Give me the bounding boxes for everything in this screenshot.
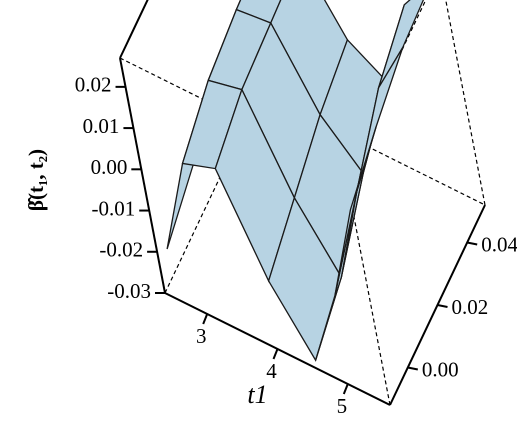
- y-tick: [437, 304, 448, 308]
- box-edge: [119, 57, 166, 294]
- x-tick: [272, 348, 279, 360]
- z-tick-label: -0.02: [99, 238, 143, 262]
- z-tick-label: -0.01: [91, 196, 135, 220]
- box-edge: [119, 0, 149, 59]
- axes: -0.03 -0.02 -0.01 0.00 0.01 0.02 3 4 5 0.00 0.02 0.…: [24, 73, 517, 418]
- x-tick-label: 4: [266, 359, 277, 383]
- x-tick: [342, 383, 349, 395]
- y-axis-title: t2: [510, 302, 517, 331]
- surface-patch: [334, 126, 377, 296]
- z-axis-title: β̂(t₁, t₂): [24, 149, 48, 211]
- x-axis-title: t1: [247, 380, 267, 409]
- box-edge: [445, 0, 486, 206]
- z-tick-label: 0.02: [75, 73, 112, 97]
- y-tick: [466, 241, 478, 246]
- z-tick-label: 0.01: [83, 114, 120, 138]
- y-tick-label: 0.00: [422, 357, 459, 381]
- y-tick-label: 0.04: [481, 232, 517, 256]
- x-tick-label: 3: [196, 324, 207, 348]
- x-tick-label: 5: [337, 394, 348, 418]
- x-tick: [202, 313, 209, 325]
- y-tick-label: 0.02: [452, 295, 489, 319]
- z-tick-label: -0.03: [107, 279, 151, 303]
- y-tick: [407, 366, 419, 371]
- z-tick-label: 0.00: [91, 155, 128, 179]
- surface: [166, 0, 425, 362]
